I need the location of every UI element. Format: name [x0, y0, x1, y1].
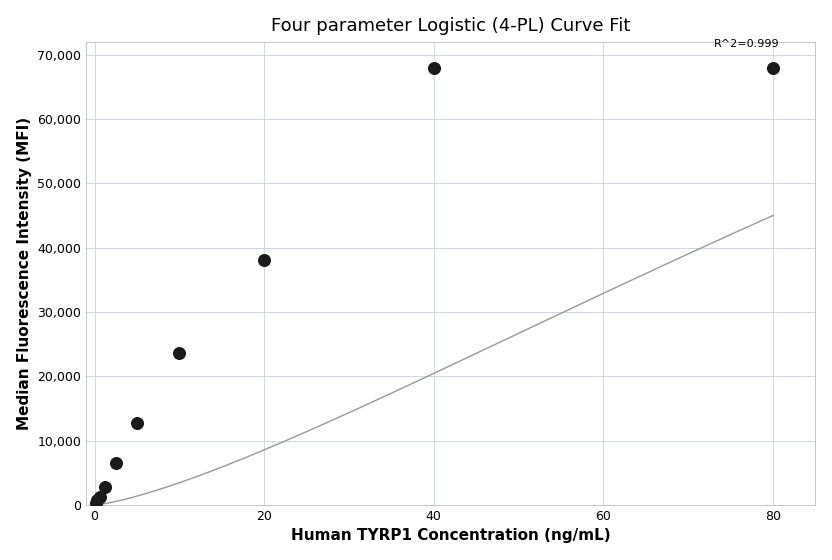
Point: [109, 459, 122, 468]
Y-axis label: Median Fluorescence Intensity (MFI): Median Fluorescence Intensity (MFI): [17, 117, 32, 430]
Point: [427, 63, 440, 72]
Point: [91, 496, 104, 505]
Point: [98, 482, 111, 491]
Point: [93, 492, 106, 501]
Point: [257, 256, 270, 265]
Text: R^2=0.999: R^2=0.999: [714, 40, 780, 49]
Point: [766, 63, 780, 72]
X-axis label: Human TYRP1 Concentration (ng/mL): Human TYRP1 Concentration (ng/mL): [291, 528, 611, 543]
Title: Four parameter Logistic (4-PL) Curve Fit: Four parameter Logistic (4-PL) Curve Fit: [271, 17, 631, 35]
Point: [131, 419, 144, 428]
Point: [89, 498, 102, 507]
Point: [173, 349, 186, 358]
